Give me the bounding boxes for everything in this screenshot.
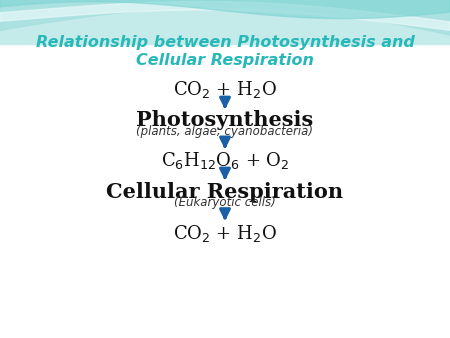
Text: Relationship between Photosynthesis and: Relationship between Photosynthesis and (36, 35, 414, 50)
Text: CO$_2$ + H$_2$O: CO$_2$ + H$_2$O (173, 223, 277, 244)
Text: Cellular Respiration: Cellular Respiration (136, 53, 314, 68)
Text: Photosynthesis: Photosynthesis (136, 110, 314, 130)
Text: Cellular Respiration: Cellular Respiration (107, 182, 343, 202)
Text: CO$_2$ + H$_2$O: CO$_2$ + H$_2$O (173, 79, 277, 100)
Text: (plants, algae, cyanobacteria): (plants, algae, cyanobacteria) (136, 125, 314, 138)
Text: (Eukaryotic cells): (Eukaryotic cells) (174, 196, 276, 209)
Text: C$_6$H$_{12}$O$_6$ + O$_2$: C$_6$H$_{12}$O$_6$ + O$_2$ (161, 150, 289, 171)
